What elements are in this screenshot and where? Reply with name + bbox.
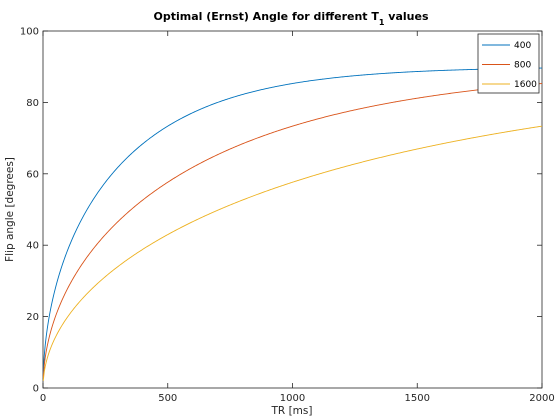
chart-title-subscript: 1 — [379, 18, 385, 27]
y-tick-label-0: 0 — [33, 384, 39, 395]
x-tick-label-1000: 1000 — [280, 393, 305, 404]
y-axis-label: Flip angle [degrees] — [4, 157, 16, 262]
legend-label-400: 400 — [514, 41, 531, 51]
x-tick-label-0: 0 — [40, 393, 46, 404]
legend-label-800: 800 — [514, 61, 531, 71]
x-tick-label-500: 500 — [158, 393, 177, 404]
y-tick-label-60: 60 — [26, 169, 39, 180]
chart-title: Optimal (Ernst) Angle for different T1 v… — [153, 10, 428, 27]
legend: 400 800 1600 — [477, 33, 540, 94]
series-lines — [42, 67, 543, 381]
series-line-400 — [42, 67, 543, 374]
y-tick-label-80: 80 — [26, 98, 39, 109]
series-line-1600 — [42, 125, 543, 381]
x-axis-label: TR [ms] — [271, 405, 313, 417]
x-tick-label-1500: 1500 — [405, 393, 430, 404]
legend-label-1600: 1600 — [514, 80, 537, 90]
series-line-800 — [42, 83, 543, 378]
axis-ticks: 0 500 1000 1500 2000 0 20 40 60 80 100 — [20, 27, 555, 405]
x-tick-label-2000: 2000 — [529, 393, 554, 404]
plot-area — [42, 30, 543, 389]
y-tick-label-20: 20 — [26, 312, 39, 323]
y-tick-label-40: 40 — [26, 241, 39, 252]
legend-box — [477, 33, 540, 94]
y-tick-label-100: 100 — [20, 27, 39, 38]
chart-title-suffix: values — [384, 10, 428, 23]
